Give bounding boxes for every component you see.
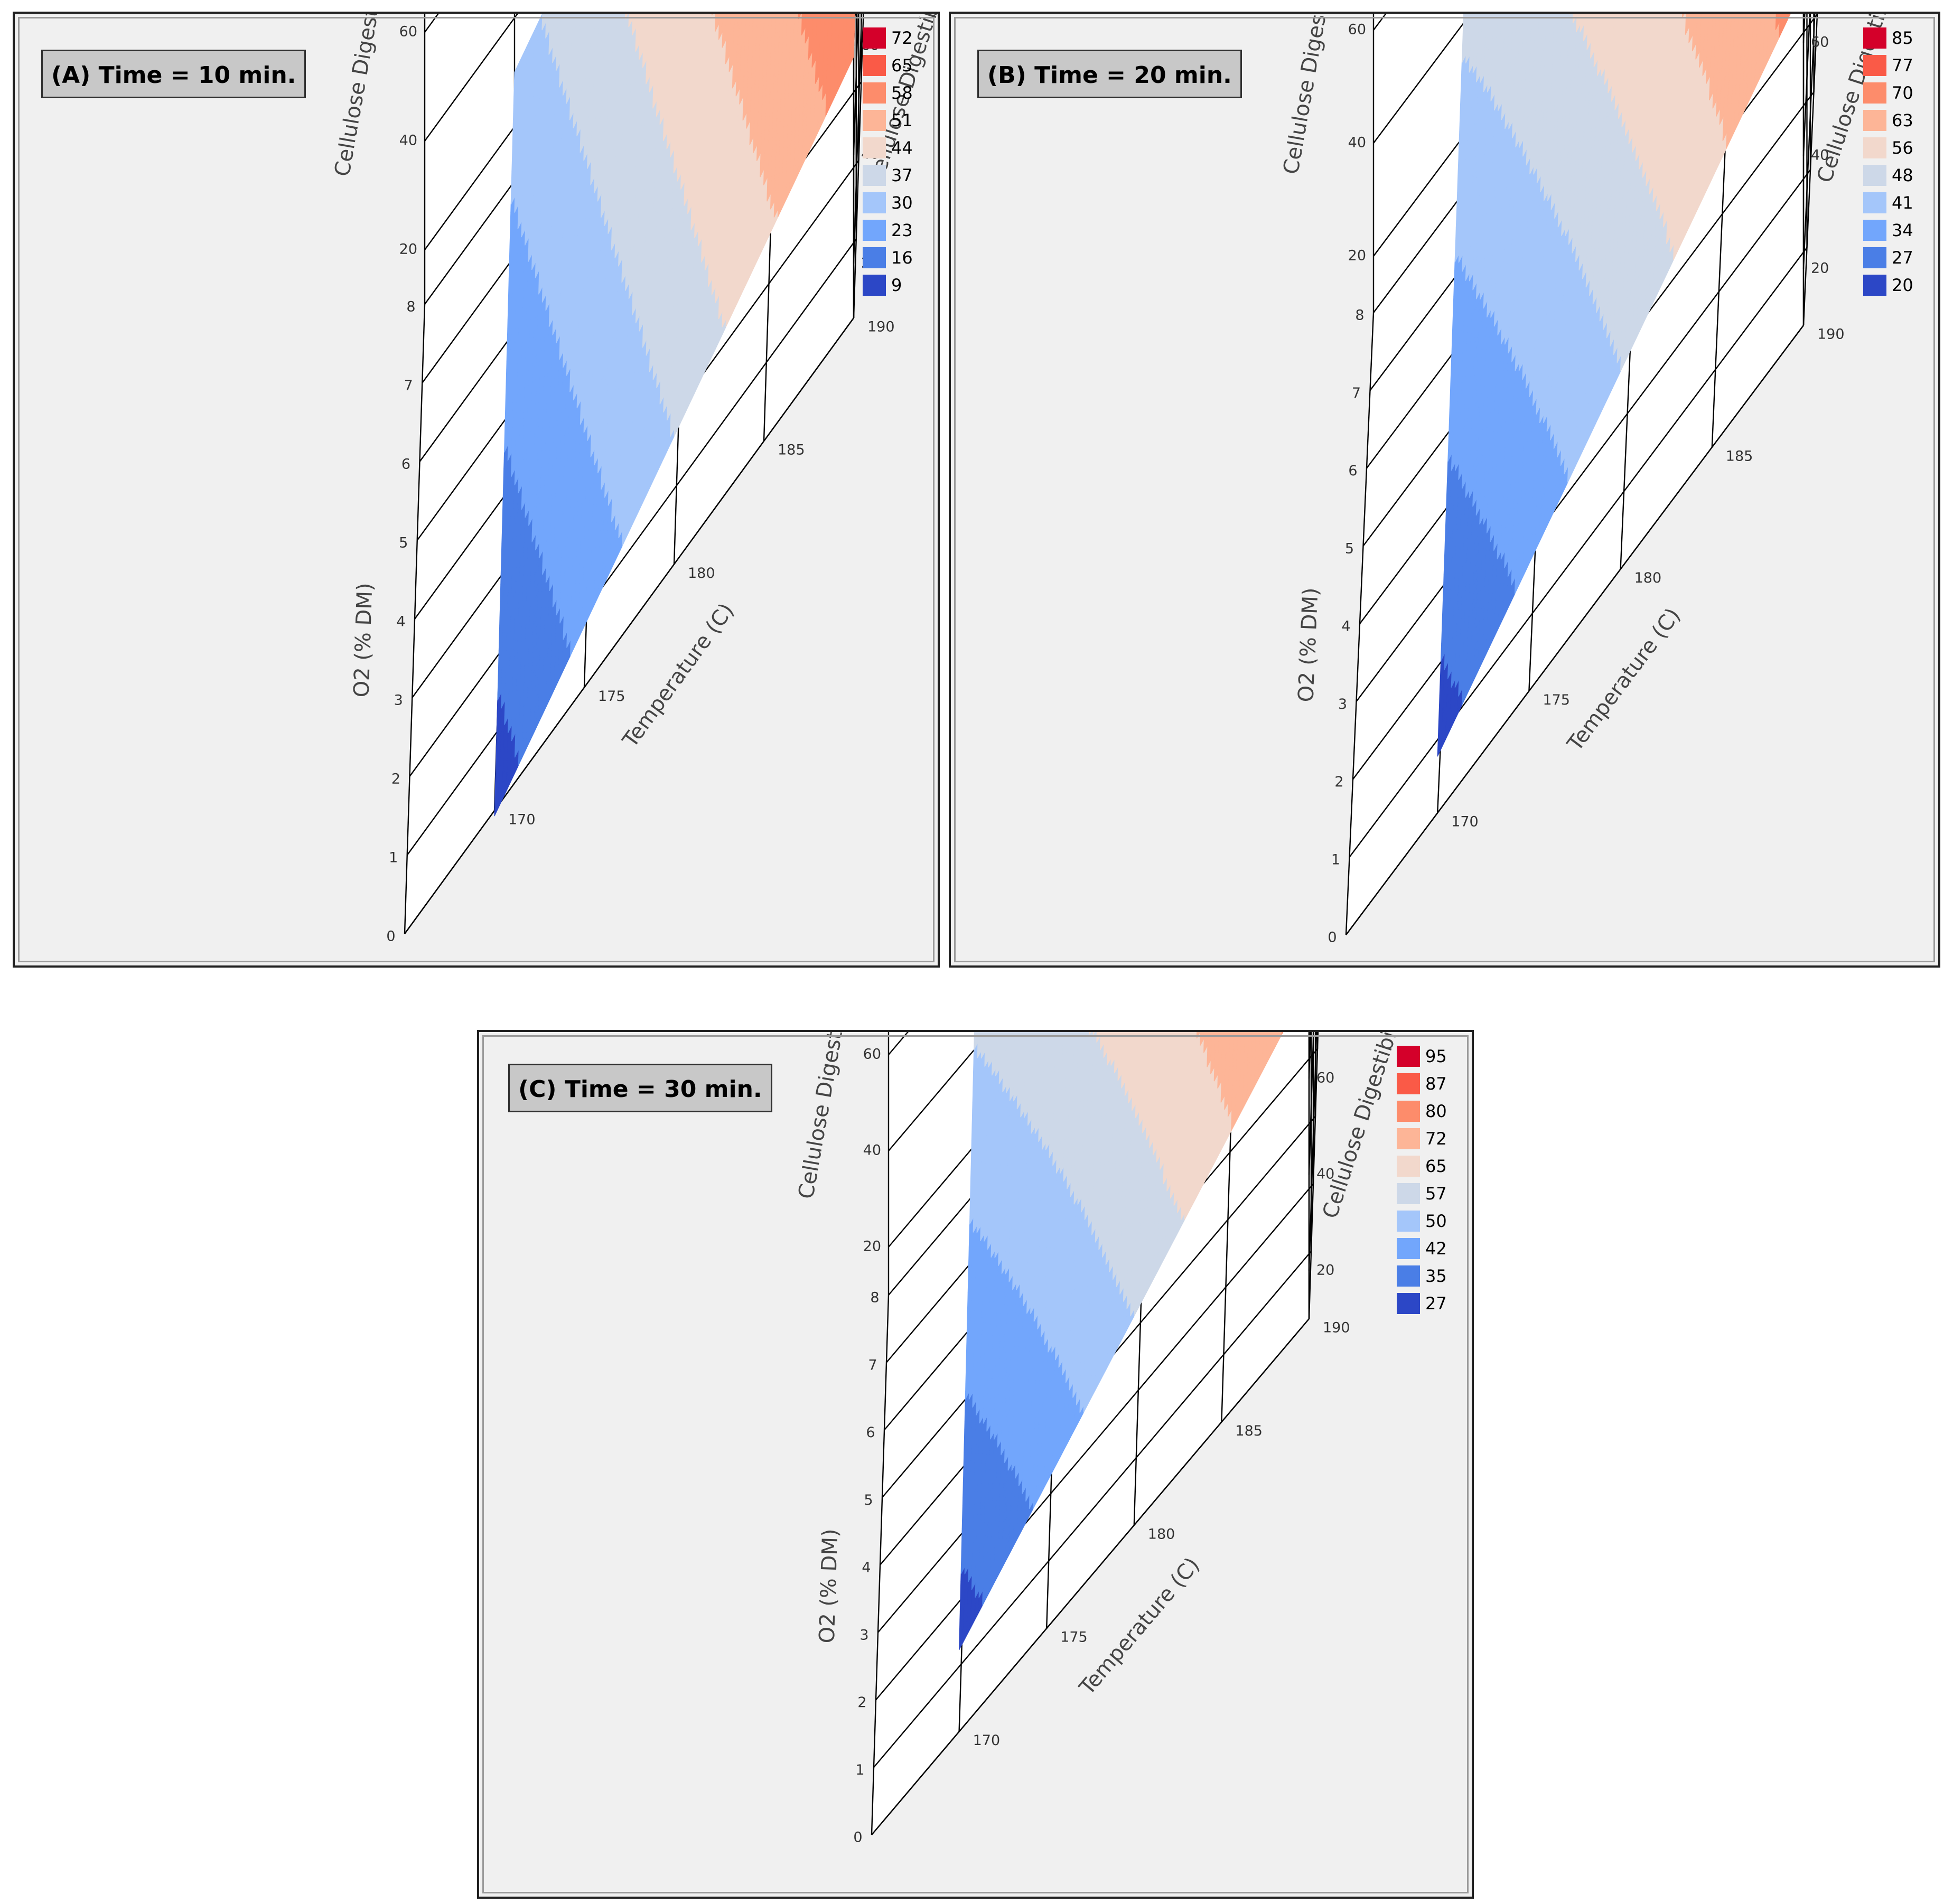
surface-cell	[568, 14, 573, 22]
response-surface	[494, 14, 855, 817]
surface-cell	[553, 14, 558, 22]
floor-grid-line	[853, 14, 864, 318]
wall-grid-line	[424, 14, 598, 250]
surface-cell	[553, 14, 558, 30]
surface-cell	[560, 14, 565, 22]
wall-grid-line	[424, 14, 519, 142]
floor-grid-line	[424, 14, 638, 305]
wall-grid-line	[853, 14, 863, 264]
surface-cell	[568, 14, 573, 30]
surface-cell	[557, 14, 562, 30]
surface-cell	[546, 14, 550, 22]
surface-cell	[538, 14, 543, 31]
chart-panel-a: 1701751801851900123456780123456781701751…	[13, 12, 942, 968]
surface-cell	[564, 14, 569, 22]
surface-cell	[564, 14, 569, 30]
frame-edge	[404, 317, 854, 934]
surface-cell	[541, 14, 547, 31]
frame-edge	[404, 304, 426, 934]
surface-cell	[549, 14, 554, 30]
surface-cell	[560, 14, 566, 30]
surface-cell	[541, 14, 547, 22]
wall-grid-line	[853, 14, 859, 155]
surface-plot-a: 1701751801851900123456780123456781701751…	[330, 14, 942, 945]
surface-cell	[545, 14, 550, 31]
surface-cell	[549, 14, 554, 22]
floor-grid-line	[406, 239, 857, 856]
surface-cell	[557, 14, 562, 22]
